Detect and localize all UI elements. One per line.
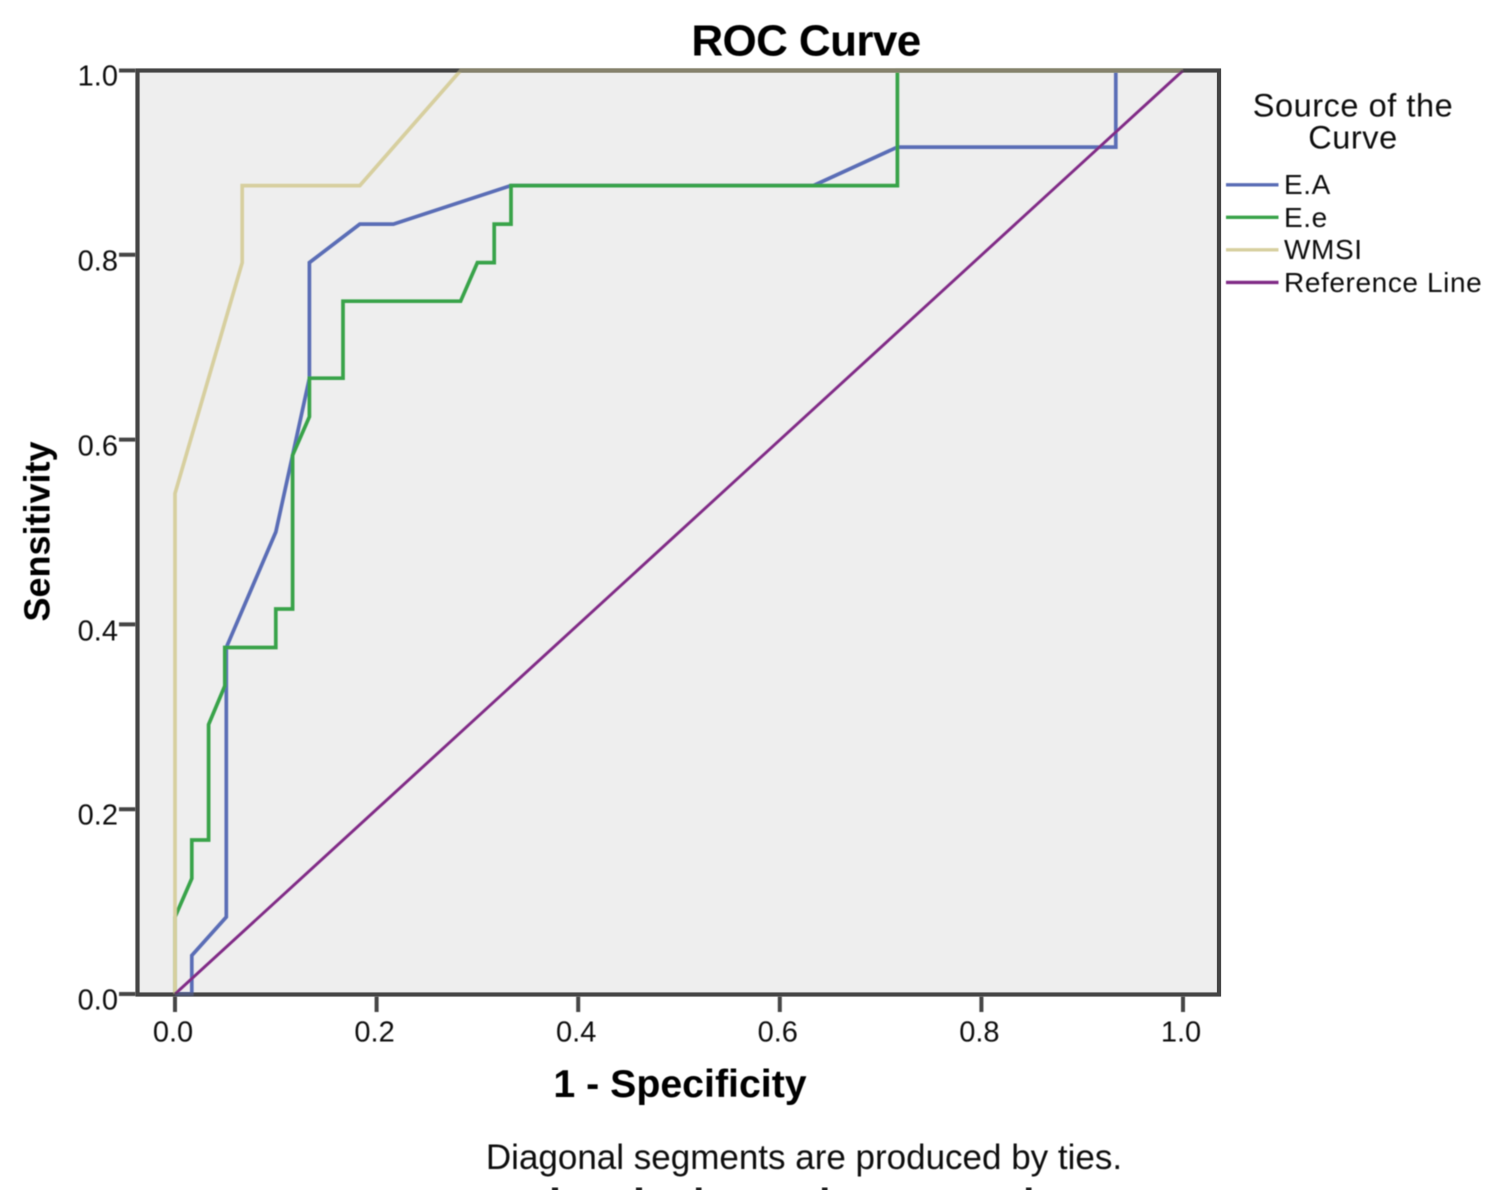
svg-text:0.8: 0.8: [959, 1017, 999, 1049]
svg-text:0.4: 0.4: [78, 616, 118, 648]
svg-text:E.e: E.e: [1284, 202, 1328, 233]
svg-text:0.6: 0.6: [758, 1017, 798, 1049]
svg-text:ROC Curve: ROC Curve: [691, 17, 920, 66]
svg-text:0.0: 0.0: [153, 1017, 193, 1049]
svg-text:0.6: 0.6: [78, 431, 118, 463]
svg-text:Curve: Curve: [1308, 120, 1397, 156]
svg-text:1.0: 1.0: [78, 61, 118, 93]
svg-text:0.2: 0.2: [354, 1017, 394, 1049]
svg-text:WMSI: WMSI: [1284, 234, 1363, 265]
svg-text:Sensitivity: Sensitivity: [17, 441, 58, 621]
svg-text:Source of the: Source of the: [1253, 88, 1453, 124]
svg-text:0.0: 0.0: [78, 985, 118, 1017]
svg-text:0.2: 0.2: [78, 800, 118, 832]
svg-text:0.4: 0.4: [556, 1017, 596, 1049]
svg-text:Diagonal segments are produced: Diagonal segments are produced by ties.: [486, 1138, 1122, 1177]
svg-text:E.A: E.A: [1284, 169, 1331, 200]
svg-text:0.8: 0.8: [78, 246, 118, 278]
svg-text:Reference Line: Reference Line: [1284, 267, 1482, 298]
svg-text:1.0: 1.0: [1161, 1017, 1201, 1049]
svg-text:1 - Specificity: 1 - Specificity: [553, 1062, 806, 1106]
